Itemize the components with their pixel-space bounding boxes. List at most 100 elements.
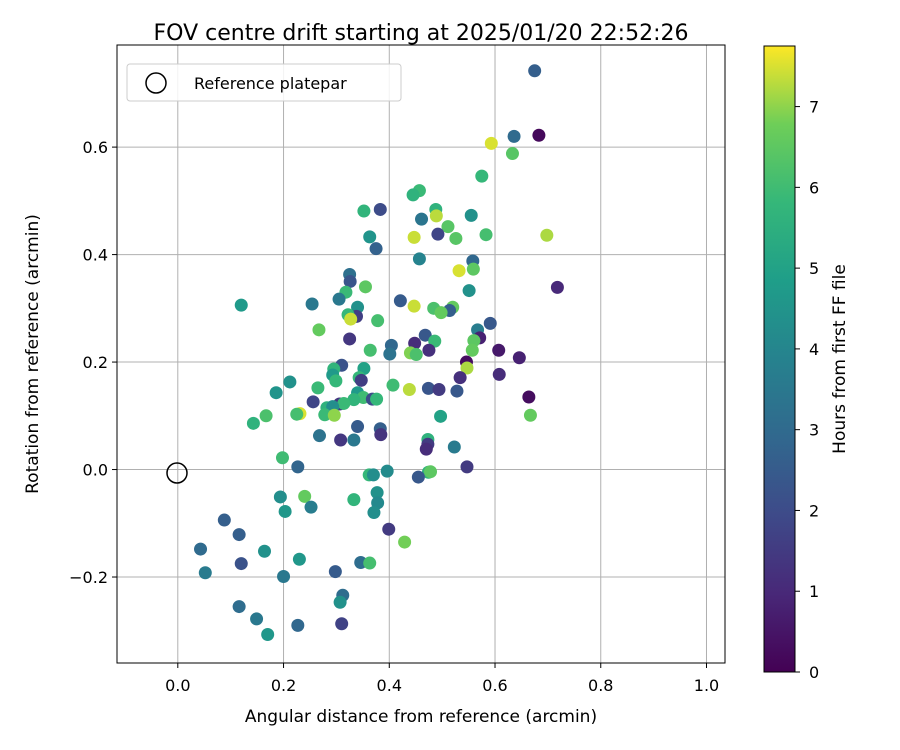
data-point: [337, 396, 351, 410]
data-point: [507, 129, 521, 143]
data-point: [492, 343, 506, 357]
data-point: [383, 347, 397, 361]
data-point: [412, 252, 426, 266]
data-point: [373, 202, 387, 216]
data-point: [354, 373, 368, 387]
data-point: [306, 395, 320, 409]
data-point: [429, 209, 443, 223]
x-axis-label: Angular distance from reference (arcmin): [245, 707, 597, 727]
data-point: [371, 314, 385, 328]
data-point: [232, 528, 246, 542]
data-point: [344, 312, 358, 326]
data-points: [194, 64, 564, 642]
data-point: [332, 292, 346, 306]
reference-point-marker: [166, 462, 188, 484]
data-point: [291, 460, 305, 474]
data-point: [327, 408, 341, 422]
colorbar-tick-label: 6: [809, 178, 819, 197]
data-point: [278, 504, 292, 518]
data-point: [369, 242, 383, 256]
data-point: [460, 460, 474, 474]
data-point: [259, 409, 273, 423]
data-point: [305, 297, 319, 311]
data-point: [464, 208, 478, 222]
colorbar-tick-label: 2: [809, 501, 819, 520]
data-point: [523, 408, 537, 422]
data-point: [462, 284, 476, 298]
data-point: [312, 429, 326, 443]
legend: Reference platepar: [126, 63, 402, 102]
data-point: [194, 542, 208, 556]
data-point: [421, 381, 435, 395]
data-point: [273, 490, 287, 504]
y-axis-label: Rotation from reference (arcmin): [23, 214, 43, 494]
data-point: [432, 382, 446, 396]
data-point: [484, 136, 498, 150]
data-point: [269, 386, 283, 400]
y-axis-ticks: −0.2 0.0 0.2 0.4 0.6: [69, 138, 117, 587]
data-point: [347, 433, 361, 447]
data-point: [550, 280, 564, 294]
data-point: [407, 299, 421, 313]
data-point: [312, 323, 326, 337]
data-point: [290, 407, 304, 421]
x-axis-ticks: 0.0 0.2 0.4 0.6 0.8 1.0: [165, 663, 719, 695]
data-point: [347, 493, 361, 507]
x-tick-label: 0.2: [271, 676, 296, 695]
x-tick-label: 0.8: [588, 676, 613, 695]
data-point: [466, 262, 480, 276]
data-point: [407, 230, 421, 244]
data-point: [232, 600, 246, 614]
data-point: [246, 416, 260, 430]
data-point: [258, 544, 272, 558]
data-point: [357, 204, 371, 218]
data-point: [450, 384, 464, 398]
data-point: [441, 220, 455, 234]
colorbar-tick-label: 4: [809, 340, 819, 359]
data-point: [411, 470, 425, 484]
data-point: [380, 464, 394, 478]
colorbar-tick-label: 3: [809, 421, 819, 440]
grid-lines: [117, 45, 725, 663]
data-point: [328, 565, 342, 579]
data-point: [363, 230, 377, 244]
data-point: [422, 343, 436, 357]
data-point: [398, 535, 412, 549]
data-point: [374, 428, 388, 442]
data-point: [434, 409, 448, 423]
y-tick-label: 0.4: [83, 246, 108, 265]
y-tick-label: 0.0: [83, 461, 108, 480]
data-point: [234, 298, 248, 312]
legend-open-circle-icon: [145, 72, 167, 94]
data-point: [261, 628, 275, 642]
data-point: [453, 371, 467, 385]
data-point: [467, 334, 481, 348]
chart-title: FOV centre drift starting at 2025/01/20 …: [154, 21, 689, 46]
data-point: [367, 506, 381, 520]
data-point: [292, 552, 306, 566]
data-point: [532, 128, 546, 142]
data-point: [370, 392, 384, 406]
data-point: [540, 228, 554, 242]
colorbar-label: Hours from first FF file: [830, 264, 850, 454]
data-point: [452, 264, 466, 278]
data-point: [492, 367, 506, 381]
x-tick-label: 0.6: [482, 676, 507, 695]
data-point: [275, 451, 289, 465]
data-point: [475, 169, 489, 183]
data-point: [343, 332, 357, 346]
data-point: [434, 306, 448, 320]
data-point: [334, 433, 348, 447]
data-point: [505, 147, 519, 161]
data-point: [522, 390, 536, 404]
colorbar-tick-label: 7: [809, 98, 819, 117]
data-point: [318, 408, 332, 422]
data-point: [479, 228, 493, 242]
data-point: [234, 557, 248, 571]
colorbar: [763, 45, 796, 673]
data-point: [424, 465, 438, 479]
data-point: [449, 231, 463, 245]
data-point: [393, 294, 407, 308]
x-tick-label: 0.4: [377, 676, 402, 695]
